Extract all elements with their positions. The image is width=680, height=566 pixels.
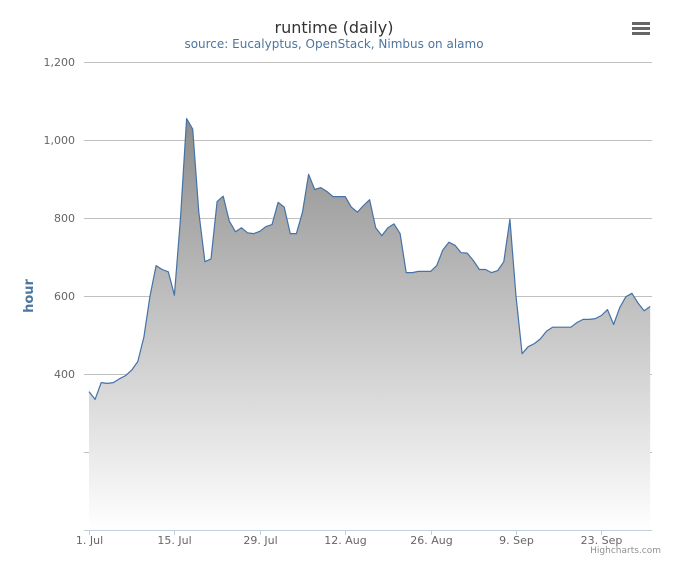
x-tick-label: 15. Jul <box>157 534 191 547</box>
y-tick-label: 600 <box>54 290 75 303</box>
x-tick-label: 12. Aug <box>324 534 366 547</box>
x-tick-label: 1. Jul <box>76 534 103 547</box>
hamburger-menu-icon <box>632 22 650 35</box>
x-tick-label: 9. Sep <box>499 534 534 547</box>
chart-title: runtime (daily) <box>275 18 394 37</box>
chart-subtitle: source: Eucalyptus, OpenStack, Nimbus on… <box>184 37 483 51</box>
y-tick-label: 1,000 <box>44 134 76 147</box>
plot-area <box>88 118 651 530</box>
y-axis-title: hour <box>22 278 37 312</box>
y-tick-label: 800 <box>54 212 75 225</box>
x-tick-label: 23. Sep <box>581 534 623 547</box>
series-line <box>88 118 651 400</box>
series-area <box>89 118 651 530</box>
x-axis: 1. Jul 15. Jul 29. Jul 12. Aug 26. Aug 9. Sep… <box>76 530 652 547</box>
y-tick-label: 400 <box>54 368 75 381</box>
x-tick-label: 26. Aug <box>410 534 452 547</box>
y-axis-ticks: 400 600 800 1,000 1,200 <box>44 56 76 381</box>
y-tick-label: 1,200 <box>44 56 76 69</box>
x-tick-label: 29. Jul <box>243 534 277 547</box>
chart-menu-button[interactable] <box>628 17 654 41</box>
credits-link[interactable]: Highcharts.com <box>590 546 661 556</box>
